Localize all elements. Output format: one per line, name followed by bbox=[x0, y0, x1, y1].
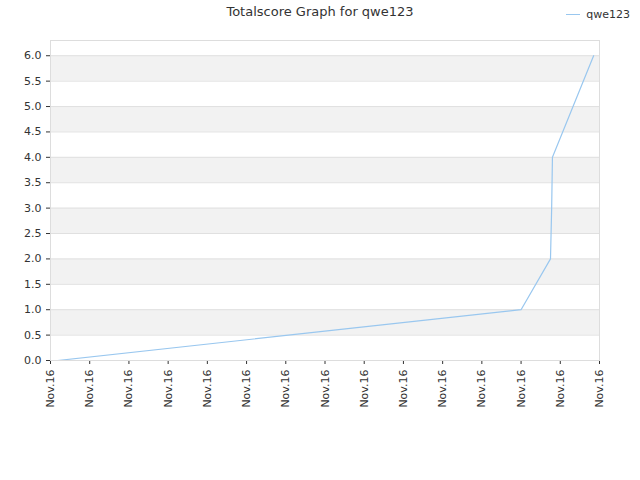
svg-text:2.5: 2.5 bbox=[24, 227, 42, 240]
svg-text:Nov.16: Nov.16 bbox=[475, 370, 488, 408]
svg-text:Nov.16: Nov.16 bbox=[397, 370, 410, 408]
svg-text:Nov.16: Nov.16 bbox=[319, 370, 332, 408]
svg-text:1.5: 1.5 bbox=[24, 278, 42, 291]
svg-text:2.0: 2.0 bbox=[24, 252, 42, 265]
svg-text:Nov.16: Nov.16 bbox=[358, 370, 371, 408]
svg-text:3.0: 3.0 bbox=[24, 202, 42, 215]
svg-text:5.5: 5.5 bbox=[24, 75, 42, 88]
svg-text:Nov.16: Nov.16 bbox=[44, 370, 57, 408]
html-text:Totalscore Graph for qwe123: Totalscore Graph for qwe123 bbox=[226, 4, 414, 19]
svg-text:Nov.16: Nov.16 bbox=[279, 370, 292, 408]
html-text:qwe123: qwe123 bbox=[586, 8, 630, 21]
svg-text:Nov.16: Nov.16 bbox=[515, 370, 528, 408]
svg-text:Nov.16: Nov.16 bbox=[162, 370, 175, 408]
svg-text:Nov.16: Nov.16 bbox=[83, 370, 96, 408]
svg-text:Nov.16: Nov.16 bbox=[122, 370, 135, 408]
svg-text:5.0: 5.0 bbox=[24, 100, 42, 113]
svg-text:3.5: 3.5 bbox=[24, 176, 42, 189]
svg-text:Nov.16: Nov.16 bbox=[240, 370, 253, 408]
svg-text:4.5: 4.5 bbox=[24, 125, 42, 138]
svg-text:0.5: 0.5 bbox=[24, 329, 42, 342]
svg-text:6.0: 6.0 bbox=[24, 49, 42, 62]
svg-text:4.0: 4.0 bbox=[24, 151, 42, 164]
svg-text:Nov.16: Nov.16 bbox=[201, 370, 214, 408]
svg-text:Nov.16: Nov.16 bbox=[554, 370, 567, 408]
svg-text:0.0: 0.0 bbox=[24, 354, 42, 367]
svg-text:Nov.16: Nov.16 bbox=[436, 370, 449, 408]
svg-text:Nov.16: Nov.16 bbox=[593, 370, 606, 408]
svg-text:1.0: 1.0 bbox=[24, 303, 42, 316]
